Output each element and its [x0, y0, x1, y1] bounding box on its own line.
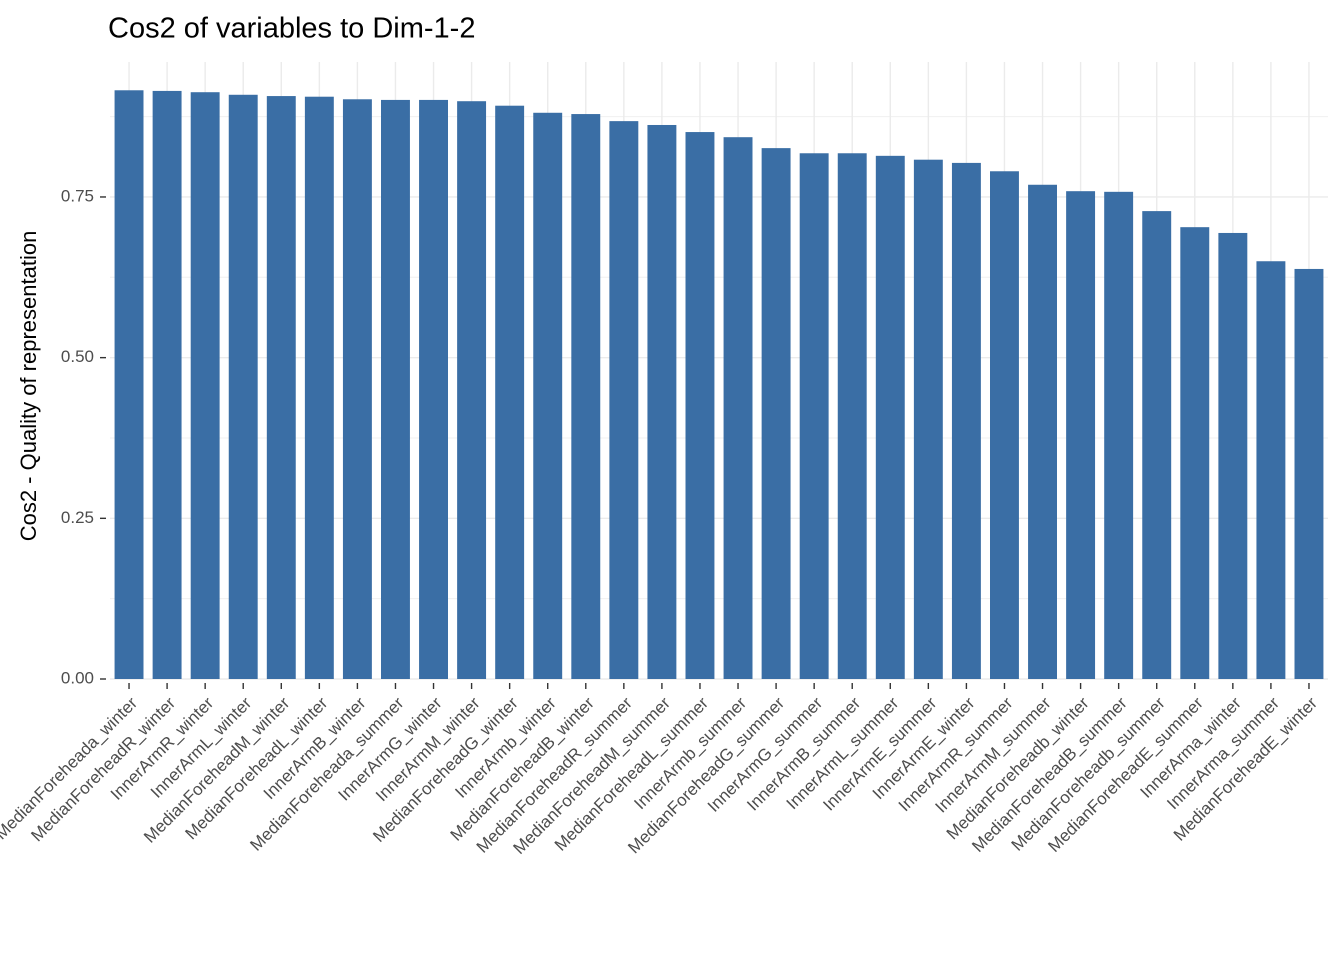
bar [1142, 211, 1172, 679]
bar [1218, 232, 1248, 679]
y-tick-label: 0.75 [61, 186, 94, 205]
bar [1066, 191, 1096, 679]
chart-title: Cos2 of variables to Dim-1-2 [108, 13, 475, 45]
bar [875, 155, 905, 679]
bar [533, 112, 563, 680]
bar [152, 90, 182, 679]
bar [647, 124, 677, 680]
bar [1180, 227, 1210, 680]
bar [1104, 191, 1134, 679]
bar [609, 121, 639, 680]
y-tick-label: 0.50 [61, 347, 94, 366]
bar [228, 94, 258, 679]
bar [1256, 261, 1286, 679]
y-axis-label: Cos2 - Quality of representation [16, 231, 41, 542]
bar [114, 90, 144, 679]
bar [457, 101, 487, 680]
bar [266, 96, 296, 680]
bar [419, 99, 448, 679]
bar [342, 99, 372, 679]
bar [685, 132, 715, 680]
bar [990, 171, 1019, 679]
bar [304, 96, 334, 680]
bar [571, 114, 601, 679]
bar [1294, 268, 1324, 679]
bar [799, 153, 829, 679]
bar [761, 148, 791, 679]
bar [913, 159, 943, 680]
bar [190, 92, 220, 680]
x-tick-label: MedianForeheada_winter [0, 693, 141, 843]
bar [1028, 184, 1057, 679]
y-tick-label: 0.00 [61, 668, 94, 687]
bar [381, 99, 410, 679]
y-tick-label: 0.25 [61, 508, 94, 527]
bar [495, 105, 525, 680]
bar [951, 162, 981, 679]
bar [723, 137, 753, 679]
bar [837, 153, 867, 679]
